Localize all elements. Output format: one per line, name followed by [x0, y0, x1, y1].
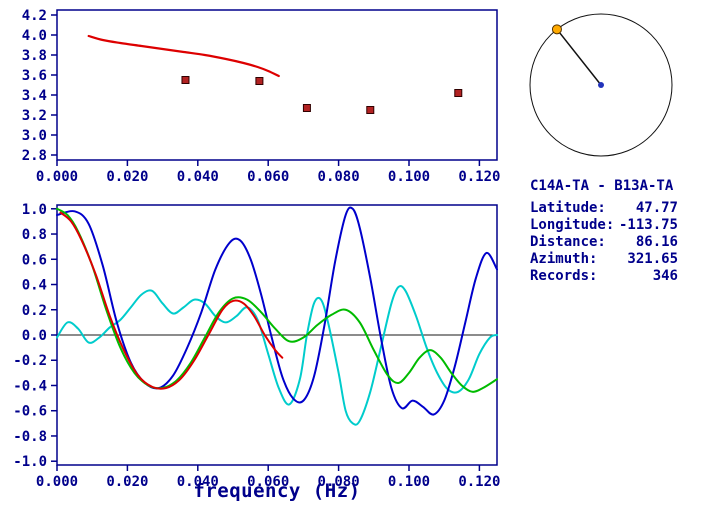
svg-text:2.8: 2.8	[22, 148, 47, 164]
svg-text:0.040: 0.040	[177, 474, 219, 490]
svg-text:-0.4: -0.4	[13, 378, 47, 394]
svg-text:0.000: 0.000	[36, 169, 78, 185]
azimuth-value: 321.65	[627, 251, 678, 267]
svg-text:0.120: 0.120	[458, 169, 500, 185]
info-row-distance: Distance: 86.16	[530, 234, 678, 251]
svg-text:0.0: 0.0	[22, 328, 47, 344]
svg-text:0.000: 0.000	[36, 474, 78, 490]
svg-text:1.0: 1.0	[22, 202, 47, 218]
svg-text:0.040: 0.040	[177, 169, 219, 185]
svg-text:0.4: 0.4	[22, 278, 47, 294]
latitude-value: 47.77	[635, 200, 678, 216]
station-pair-info: C14A-TA - B13A-TA Latitude: 47.77 Longit…	[530, 178, 678, 285]
svg-text:0.080: 0.080	[318, 169, 360, 185]
svg-text:0.080: 0.080	[318, 474, 360, 490]
info-row-records: Records: 346	[530, 268, 678, 285]
frequency-axis-label: frequency (Hz)	[193, 480, 361, 502]
longitude-value: -113.75	[618, 217, 678, 233]
station-pair-title: C14A-TA - B13A-TA	[530, 178, 674, 194]
svg-text:-1.0: -1.0	[13, 454, 47, 470]
azimuth-label: Azimuth:	[530, 251, 598, 267]
svg-text:3.2: 3.2	[22, 108, 47, 124]
svg-text:0.6: 0.6	[22, 252, 47, 268]
svg-text:0.120: 0.120	[458, 474, 500, 490]
svg-text:-0.8: -0.8	[13, 429, 47, 445]
records-label: Records:	[530, 268, 598, 284]
svg-text:4.2: 4.2	[22, 8, 47, 24]
svg-text:0.060: 0.060	[247, 169, 289, 185]
svg-text:-0.2: -0.2	[13, 353, 47, 369]
svg-text:0.2: 0.2	[22, 303, 47, 319]
svg-text:0.100: 0.100	[388, 474, 430, 490]
distance-label: Distance:	[530, 234, 606, 250]
svg-text:4.0: 4.0	[22, 28, 47, 44]
svg-text:0.100: 0.100	[388, 169, 430, 185]
info-row-longitude: Longitude: -113.75	[530, 217, 678, 234]
svg-text:-0.6: -0.6	[13, 404, 47, 420]
records-value: 346	[652, 268, 678, 284]
latitude-label: Latitude:	[530, 200, 606, 216]
distance-value: 86.16	[635, 234, 678, 250]
svg-text:0.020: 0.020	[106, 169, 148, 185]
svg-text:3.4: 3.4	[22, 88, 47, 104]
svg-text:3.6: 3.6	[22, 68, 47, 84]
svg-text:0.020: 0.020	[106, 474, 148, 490]
svg-text:3.8: 3.8	[22, 48, 47, 64]
longitude-label: Longitude:	[530, 217, 615, 233]
svg-text:0.8: 0.8	[22, 227, 47, 243]
svg-text:0.060: 0.060	[247, 474, 289, 490]
svg-text:3.0: 3.0	[22, 128, 47, 144]
info-row-azimuth: Azimuth: 321.65	[530, 251, 678, 268]
info-row-latitude: Latitude: 47.77	[530, 200, 678, 217]
